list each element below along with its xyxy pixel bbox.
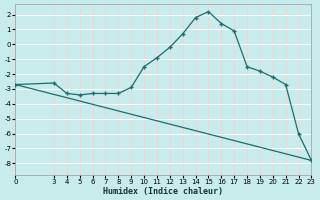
X-axis label: Humidex (Indice chaleur): Humidex (Indice chaleur) [103, 187, 223, 196]
